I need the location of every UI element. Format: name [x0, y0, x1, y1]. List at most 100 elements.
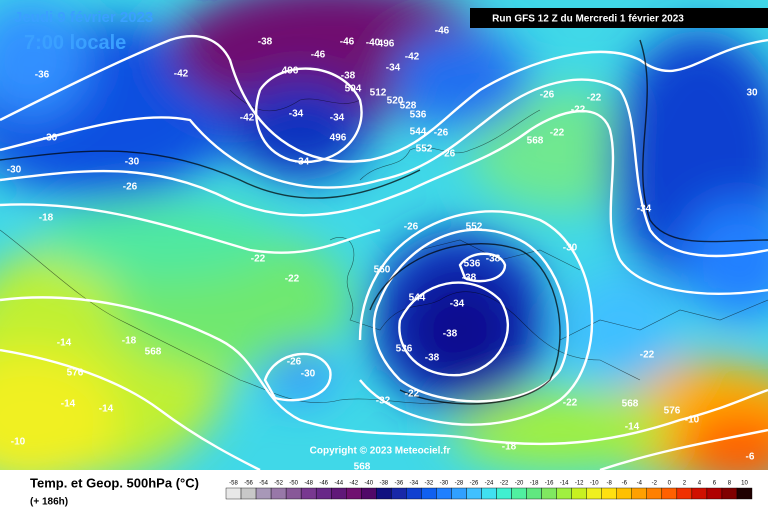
- colorbar-label: -44: [334, 481, 343, 487]
- contour-label: -30: [125, 157, 140, 168]
- contour-label: -14: [625, 422, 640, 433]
- geopotential-contours: [0, 34, 768, 470]
- colorbar-swatch: [556, 487, 572, 500]
- colorbar-label: -16: [545, 481, 554, 487]
- contour-label: -26: [404, 222, 419, 233]
- colorbar-swatch: [706, 487, 723, 500]
- colorbar-swatch: [451, 487, 467, 500]
- colorbar-label: -40: [364, 481, 373, 487]
- colorbar-swatch: [601, 487, 617, 500]
- colorbar-label: -48: [304, 481, 313, 487]
- colorbar-swatch: [496, 487, 512, 500]
- colorbar-swatch: [511, 487, 527, 500]
- contour-label: 512: [370, 88, 387, 99]
- colorbar-swatch: [466, 487, 482, 500]
- contour-label: -26: [434, 128, 449, 139]
- colorbar-swatch: [646, 487, 663, 500]
- colorbar-swatch: [541, 487, 557, 500]
- contour-label: -30: [7, 165, 22, 176]
- contour-label: -42: [174, 69, 189, 80]
- colorbar-swatch: [406, 487, 422, 500]
- contour-label: -22: [640, 350, 655, 361]
- colorbar-swatch: [481, 487, 497, 500]
- contour-label: -14: [99, 404, 114, 415]
- isotherm-lines: [0, 39, 768, 405]
- contour-label: -38: [462, 273, 477, 284]
- contour-label: -34: [330, 113, 345, 124]
- contour-label: -38: [258, 37, 273, 48]
- contour-label: 576: [67, 368, 84, 379]
- colorbar-label: -34: [410, 481, 419, 487]
- contour-label: -46: [340, 37, 355, 48]
- colorbar-label: -20: [515, 481, 524, 487]
- colorbar-label: -8: [607, 481, 613, 487]
- contour-label: -22: [285, 274, 300, 285]
- contour-label: 536: [396, 344, 413, 355]
- colorbar-swatch: [691, 487, 708, 500]
- colorbar-swatch: [721, 487, 738, 500]
- contour-label: -42: [240, 113, 255, 124]
- colorbar: -58 -56 -54 -52 -50 -48 -46 -44 -42 -40 -38 -36 -34-…: [225, 481, 753, 500]
- contour-label: -42: [405, 52, 420, 63]
- contour-label: -34: [450, 299, 465, 310]
- colorbar-label: -32: [425, 481, 434, 487]
- contour-label: 568: [527, 136, 544, 147]
- contour-label: -18: [122, 336, 137, 347]
- contour-label: 568: [354, 462, 371, 470]
- colorbar-swatch: [631, 487, 647, 500]
- colorbar-swatch: [736, 487, 753, 500]
- colorbar-swatch: [616, 487, 632, 500]
- contour-label: -10: [11, 437, 26, 448]
- contour-label: -34: [386, 63, 401, 74]
- colorbar-label: -56: [244, 481, 253, 487]
- colorbar-swatch: [315, 487, 332, 500]
- contour-label: 576: [664, 406, 681, 417]
- colorbar-label: -10: [590, 481, 599, 487]
- colorbar-label: 10: [741, 481, 748, 487]
- contour-label: -30: [301, 369, 316, 380]
- coastlines: [0, 89, 768, 404]
- lead-time: (+ 186h): [30, 497, 68, 508]
- colorbar-swatch: [376, 487, 392, 500]
- contour-label: -36: [35, 70, 50, 81]
- contour-label: 536: [464, 259, 481, 270]
- colorbar-swatch: [421, 487, 437, 500]
- contour-label: -32: [376, 396, 391, 407]
- colorbar-label: -26: [470, 481, 479, 487]
- contour-label: 496: [378, 39, 395, 50]
- colorbar-swatch: [571, 487, 587, 500]
- colorbar-swatch: [391, 487, 407, 500]
- contour-label: -26: [441, 149, 456, 160]
- colorbar-label: 4: [698, 481, 702, 487]
- contour-label: 504: [345, 84, 362, 95]
- colorbar-swatch: [331, 487, 347, 500]
- contour-label: 568: [622, 399, 639, 410]
- colorbar-label: -36: [394, 481, 403, 487]
- contour-label: 496: [330, 133, 347, 144]
- colorbar-swatch: [270, 487, 287, 500]
- colorbar-swatch: [586, 487, 602, 500]
- contour-label: 544: [410, 127, 427, 138]
- colorbar-swatch: [676, 487, 693, 500]
- colorbar-label: -54: [259, 481, 268, 487]
- contour-label: -18: [502, 442, 517, 453]
- contour-label: -34: [289, 109, 304, 120]
- copyright: Copyright © 2023 Meteociel.fr: [310, 446, 451, 457]
- contour-label: -26: [123, 182, 138, 193]
- contour-label: -22: [405, 389, 420, 400]
- contour-label: 552: [416, 144, 433, 155]
- contour-label: 496: [282, 66, 299, 77]
- colorbar-label: 8: [728, 481, 732, 487]
- contour-label: -40: [366, 38, 381, 49]
- colorbar-swatch: [240, 487, 257, 500]
- colorbar-label: -30: [440, 481, 449, 487]
- colorbar-swatch: [436, 487, 452, 500]
- colorbar-label: -18: [530, 481, 539, 487]
- contour-label: -34: [295, 157, 310, 168]
- contour-label: -22: [587, 93, 602, 104]
- contour-label: -22: [251, 254, 266, 265]
- colorbar-label: -4: [637, 481, 643, 487]
- colorbar-label: -24: [485, 481, 494, 487]
- contour-label: -26: [287, 357, 302, 368]
- colorbar-label: -58: [229, 481, 238, 487]
